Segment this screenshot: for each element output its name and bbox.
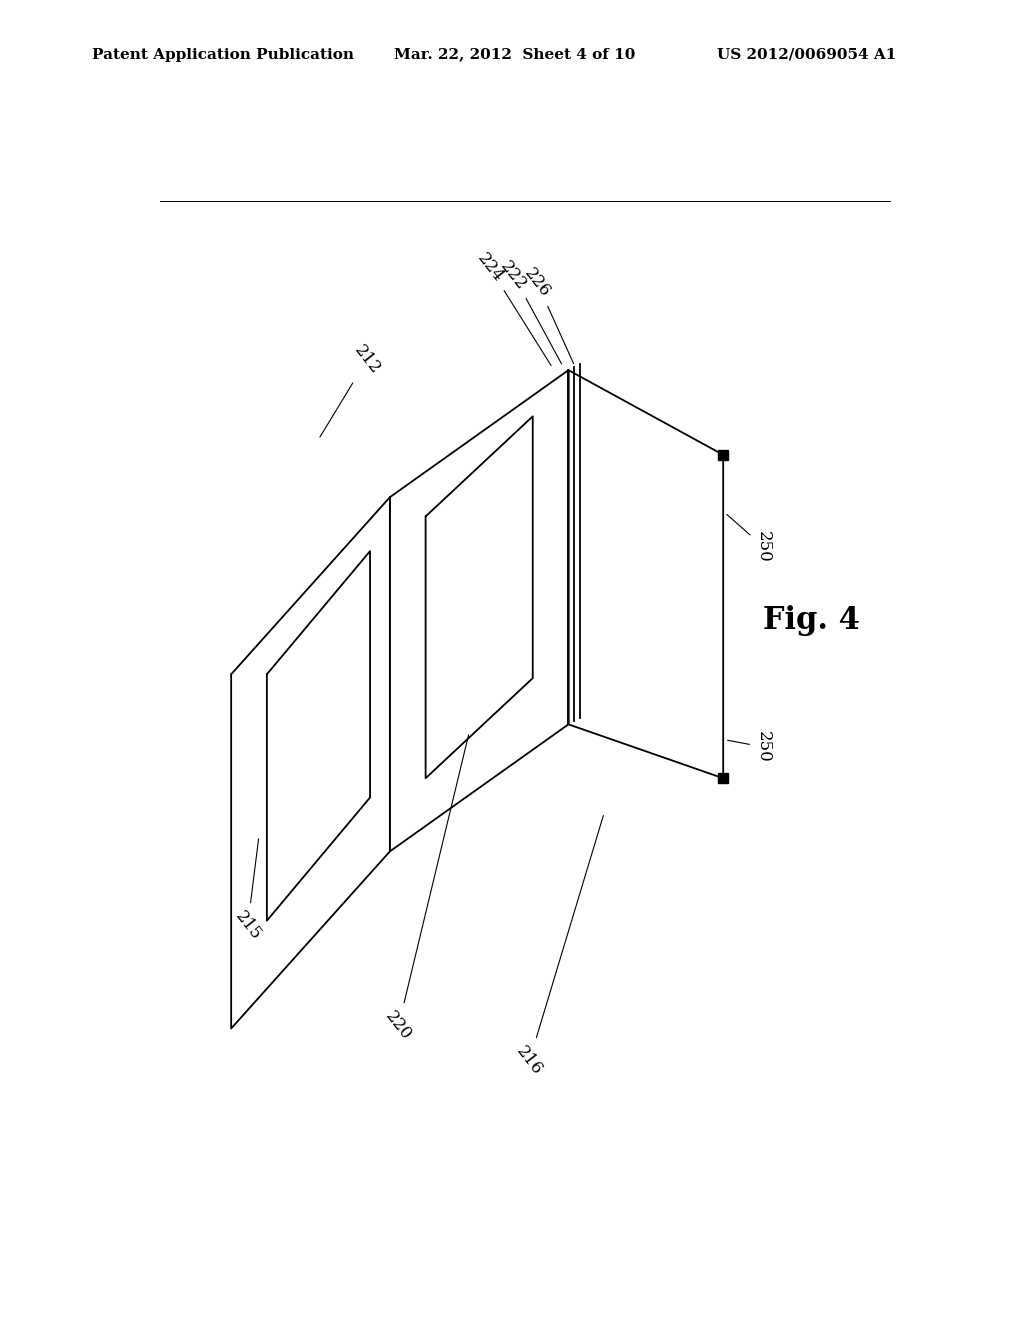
Text: Mar. 22, 2012  Sheet 4 of 10: Mar. 22, 2012 Sheet 4 of 10 bbox=[394, 48, 636, 62]
Text: Fig. 4: Fig. 4 bbox=[763, 605, 860, 636]
Text: Patent Application Publication: Patent Application Publication bbox=[92, 48, 354, 62]
Text: 222: 222 bbox=[497, 257, 561, 364]
Text: 226: 226 bbox=[521, 265, 573, 364]
Text: 250: 250 bbox=[727, 515, 772, 562]
Text: 250: 250 bbox=[727, 731, 772, 763]
Text: 224: 224 bbox=[473, 249, 551, 366]
Text: 215: 215 bbox=[231, 838, 264, 944]
Text: 220: 220 bbox=[382, 735, 469, 1044]
Text: 216: 216 bbox=[513, 816, 603, 1078]
Text: 212: 212 bbox=[319, 342, 383, 437]
Text: US 2012/0069054 A1: US 2012/0069054 A1 bbox=[717, 48, 896, 62]
